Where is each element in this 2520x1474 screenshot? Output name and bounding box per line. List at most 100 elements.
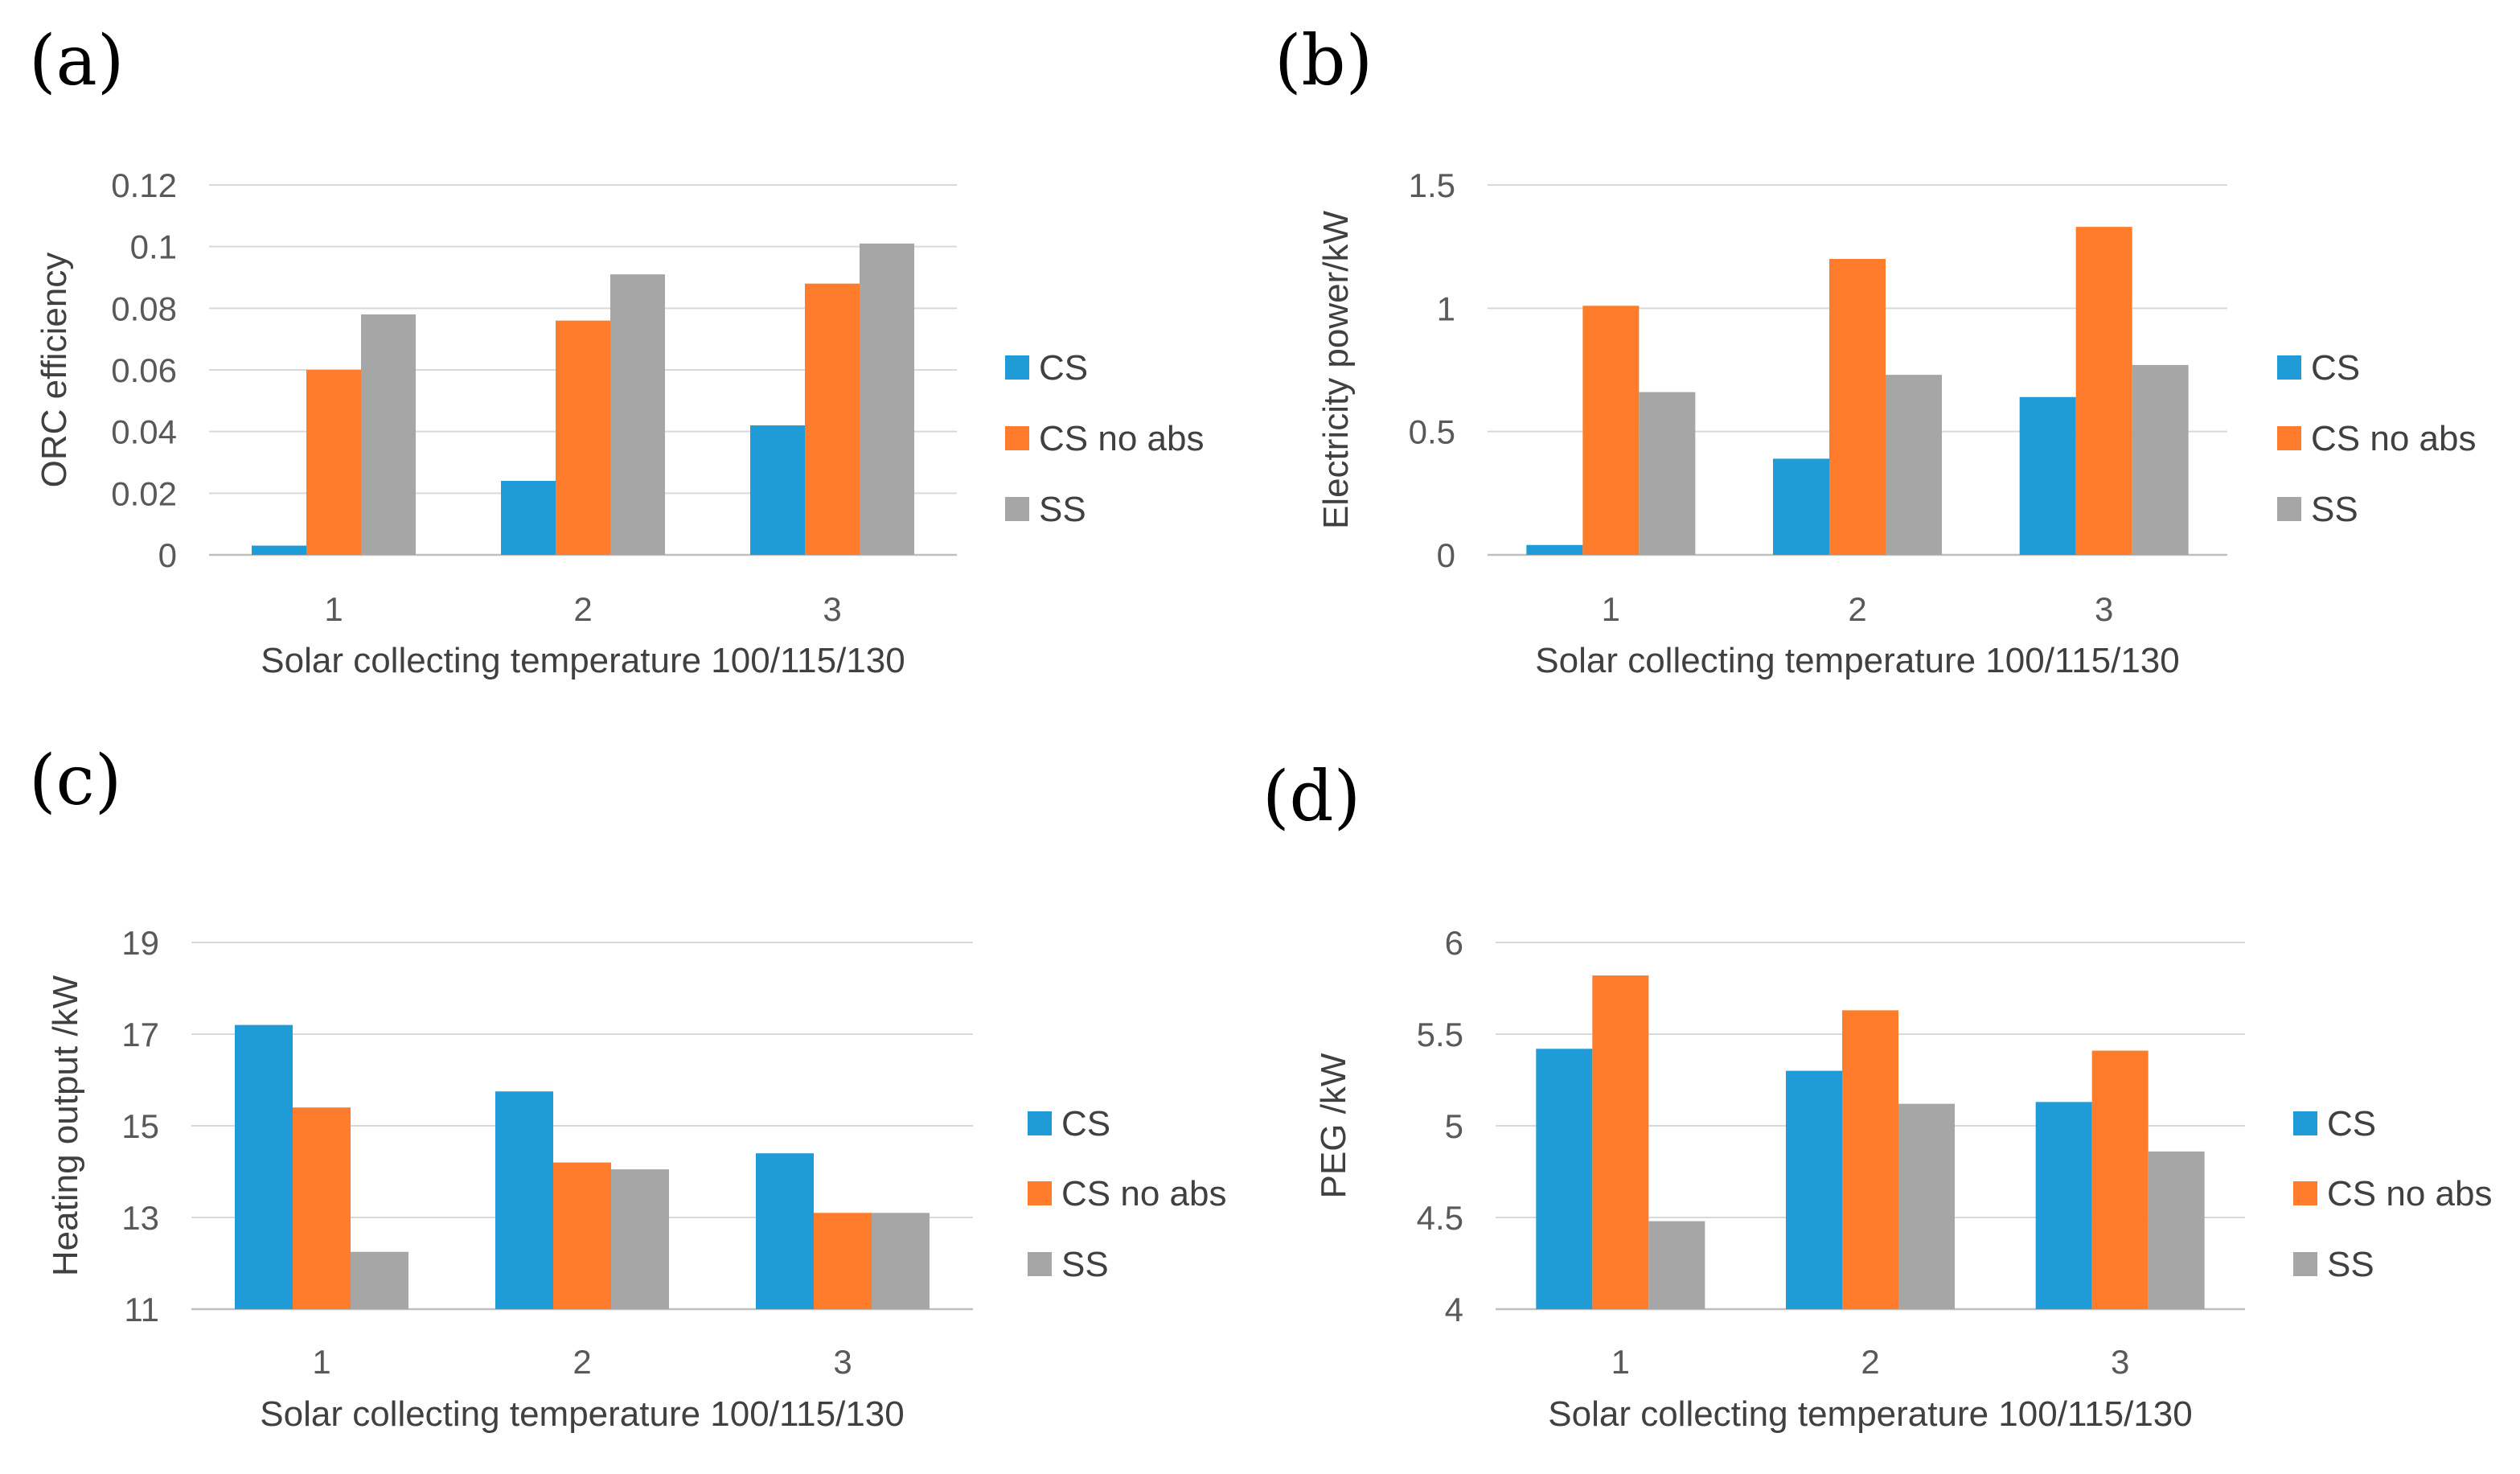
legend-label-cs: CS <box>1039 348 1088 388</box>
panel-label: (b) <box>1274 21 1373 101</box>
x-axis-title: Solar collecting temperature 100/115/130 <box>260 1394 904 1434</box>
bar-cs-no-abs-cat-3 <box>814 1213 872 1309</box>
y-tick-label: 17 <box>121 1016 159 1053</box>
panel-label: (a) <box>29 21 124 101</box>
bar-cs-no-abs-cat-2 <box>1829 259 1886 555</box>
legend-swatch-ss <box>1005 497 1029 521</box>
bar-ss-cat-2 <box>1898 1103 1955 1309</box>
bar-cs-no-abs-cat-1 <box>306 370 361 555</box>
x-tick-label: 1 <box>1602 590 1620 628</box>
legend-label-cs: CS <box>2311 348 2360 388</box>
x-axis-title: Solar collecting temperature 100/115/130 <box>261 641 905 680</box>
bar-cs-cat-2 <box>501 481 556 555</box>
legend-label-ss: SS <box>1039 490 1086 529</box>
bar-ss-cat-3 <box>872 1213 930 1309</box>
legend-swatch-cs <box>1028 1111 1052 1135</box>
x-tick-label: 1 <box>324 590 343 628</box>
y-tick-label: 1.5 <box>1409 166 1455 204</box>
legend-label-ss: SS <box>2327 1245 2374 1284</box>
bar-cs-cat-2 <box>1786 1070 1842 1309</box>
bar-ss-cat-2 <box>1886 375 1942 555</box>
bar-ss-cat-2 <box>611 1169 669 1309</box>
y-tick-label: 15 <box>121 1107 159 1145</box>
y-tick-label: 0.08 <box>111 289 177 327</box>
legend-label-ss: SS <box>1061 1245 1109 1284</box>
legend-label-cs: CS <box>2327 1104 2376 1143</box>
y-tick-label: 4.5 <box>1417 1199 1463 1237</box>
bar-cs-no-abs-cat-1 <box>1582 306 1640 555</box>
legend-swatch-cs <box>1005 355 1029 380</box>
y-axis-title: Heating output /kW <box>46 975 85 1276</box>
legend-label-cs-no-abs: CS no abs <box>1039 419 1204 458</box>
bar-ss-cat-1 <box>351 1251 408 1309</box>
bar-cs-cat-2 <box>1773 458 1829 555</box>
legend-swatch-ss <box>1028 1252 1052 1276</box>
legend-swatch-cs <box>2277 355 2301 380</box>
x-axis-title: Solar collecting temperature 100/115/130 <box>1548 1394 2192 1434</box>
y-tick-label: 6 <box>1445 924 1463 962</box>
bar-cs-no-abs-cat-3 <box>805 283 860 555</box>
x-tick-label: 2 <box>1848 590 1866 628</box>
legend-label-ss: SS <box>2311 490 2358 529</box>
bar-cs-cat-1 <box>1526 544 1583 555</box>
bar-cs-cat-2 <box>495 1091 553 1309</box>
chart-c: (c) 11 13 15 17 19 1 2 3 Solar collecting tempera… <box>29 741 1226 1434</box>
y-tick-label: 0.5 <box>1409 413 1455 451</box>
y-tick-label: 19 <box>121 924 159 962</box>
bar-cs-cat-1 <box>235 1024 293 1309</box>
bar-ss-cat-1 <box>361 314 416 555</box>
legend-swatch-cs-no-abs <box>2277 426 2301 450</box>
y-axis-title: ORC efficiency <box>35 253 74 488</box>
y-tick-label: 11 <box>124 1291 159 1328</box>
bar-ss-cat-2 <box>610 274 665 555</box>
legend-swatch-cs <box>2293 1111 2317 1135</box>
bar-cs-no-abs-cat-3 <box>2091 1050 2149 1309</box>
y-tick-label: 5 <box>1445 1107 1463 1145</box>
bar-ss-cat-3 <box>2132 364 2189 555</box>
bar-ss-cat-3 <box>2148 1151 2205 1309</box>
bar-cs-no-abs-cat-1 <box>293 1107 351 1309</box>
bar-cs-cat-3 <box>750 425 805 555</box>
bar-cs-no-abs-cat-1 <box>1592 975 1649 1309</box>
y-tick-label: 0 <box>158 536 177 574</box>
legend-swatch-ss <box>2277 497 2301 521</box>
y-tick-label: 0.04 <box>111 413 177 451</box>
legend-label-cs-no-abs: CS no abs <box>1061 1174 1226 1213</box>
x-tick-label: 3 <box>823 590 841 628</box>
x-tick-label: 3 <box>833 1343 852 1381</box>
legend-swatch-cs-no-abs <box>2293 1181 2317 1205</box>
x-tick-label: 2 <box>573 1343 591 1381</box>
legend-label-cs-no-abs: CS no abs <box>2311 419 2476 458</box>
bar-cs-cat-3 <box>2019 396 2076 555</box>
bar-ss-cat-3 <box>860 243 914 555</box>
bar-cs-cat-3 <box>756 1153 814 1309</box>
y-tick-label: 0.12 <box>111 166 177 204</box>
bar-cs-cat-3 <box>2035 1102 2092 1309</box>
x-tick-label: 1 <box>1611 1343 1630 1381</box>
legend-swatch-cs-no-abs <box>1028 1181 1052 1205</box>
bar-cs-cat-1 <box>1536 1049 1593 1309</box>
bar-cs-no-abs-cat-2 <box>1842 1010 1898 1309</box>
y-tick-label: 0 <box>1437 536 1455 574</box>
legend-label-cs-no-abs: CS no abs <box>2327 1174 2492 1213</box>
legend-swatch-cs-no-abs <box>1005 426 1029 450</box>
y-axis-title: Electricity power/kW <box>1316 211 1356 530</box>
x-tick-label: 2 <box>573 590 592 628</box>
bar-cs-no-abs-cat-3 <box>2075 227 2132 555</box>
y-tick-label: 5.5 <box>1417 1016 1463 1053</box>
y-axis-title: PEG /kW <box>1314 1053 1353 1198</box>
y-tick-label: 0.06 <box>111 351 177 389</box>
x-tick-label: 2 <box>1861 1343 1879 1381</box>
chart-a: (a) 0 0.02 0.04 0.06 0.08 0.1 0.12 1 2 3 Solar coll… <box>29 21 1204 680</box>
x-tick-label: 1 <box>312 1343 330 1381</box>
legend-swatch-ss <box>2293 1252 2317 1276</box>
bar-cs-no-abs-cat-2 <box>553 1162 611 1309</box>
legend-label-cs: CS <box>1061 1104 1110 1143</box>
panel-label: (d) <box>1262 757 1361 837</box>
y-tick-label: 13 <box>121 1199 159 1237</box>
y-tick-label: 1 <box>1437 289 1455 327</box>
panel-label: (c) <box>29 741 121 821</box>
bar-ss-cat-1 <box>1648 1221 1705 1309</box>
bar-cs-cat-1 <box>252 545 306 555</box>
